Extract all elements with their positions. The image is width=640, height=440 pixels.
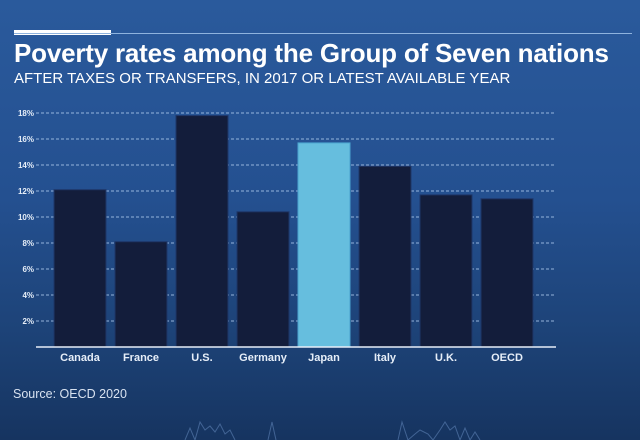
- y-tick-label: 4%: [22, 291, 34, 300]
- bars: Canada France U.S. Germany Japan Italy U.K. OEC…: [53, 115, 534, 364]
- bar-oecd: [480, 198, 534, 348]
- x-tick-label: Germany: [239, 352, 288, 364]
- decorative-waveform: [184, 420, 481, 440]
- bar-us: [175, 115, 229, 348]
- bar-france: [114, 241, 168, 348]
- source-note: Source: OECD 2020: [13, 387, 127, 401]
- chart-title: Poverty rates among the Group of Seven n…: [14, 38, 609, 68]
- bar-japan: [297, 142, 351, 348]
- bar-canada: [53, 189, 107, 348]
- y-tick-label: 6%: [22, 265, 34, 274]
- x-tick-label: France: [123, 352, 159, 364]
- x-tick-label: Canada: [60, 352, 101, 364]
- y-tick-label: 10%: [18, 213, 34, 222]
- x-tick-label: Italy: [374, 352, 397, 364]
- y-tick-label: 14%: [18, 161, 34, 170]
- bar-uk: [419, 194, 473, 348]
- title-accent-bar: [14, 30, 111, 35]
- y-tick-label: 8%: [22, 239, 34, 248]
- x-tick-label: Japan: [308, 352, 340, 364]
- bar-italy: [358, 165, 412, 348]
- x-tick-label: OECD: [491, 352, 523, 364]
- x-tick-label: U.K.: [435, 352, 457, 364]
- title-rule: [14, 33, 632, 34]
- x-tick-label: U.S.: [191, 352, 212, 364]
- y-tick-label: 16%: [18, 135, 34, 144]
- chart-subtitle: AFTER TAXES OR TRANSFERS, IN 2017 OR LAT…: [14, 70, 511, 87]
- bar-chart: 2% 4% 6% 8% 10% 12% 14% 16% 18% Canada France U.S.…: [18, 109, 556, 364]
- bar-germany: [236, 211, 290, 348]
- y-tick-label: 18%: [18, 109, 34, 118]
- y-tick-label: 12%: [18, 187, 34, 196]
- y-tick-label: 2%: [22, 317, 34, 326]
